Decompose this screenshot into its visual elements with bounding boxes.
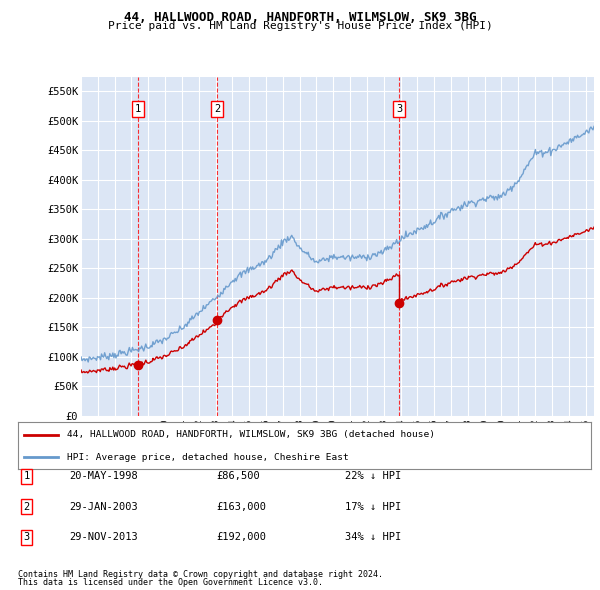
Text: This data is licensed under the Open Government Licence v3.0.: This data is licensed under the Open Gov… [18,578,323,587]
Text: 20-MAY-1998: 20-MAY-1998 [69,471,138,481]
Text: 22% ↓ HPI: 22% ↓ HPI [345,471,401,481]
Text: 2: 2 [214,104,220,114]
Text: £192,000: £192,000 [216,533,266,542]
Text: 17% ↓ HPI: 17% ↓ HPI [345,502,401,512]
Text: 2: 2 [23,502,29,512]
Text: 1: 1 [135,104,141,114]
Text: 29-JAN-2003: 29-JAN-2003 [69,502,138,512]
Text: 44, HALLWOOD ROAD, HANDFORTH, WILMSLOW, SK9 3BG: 44, HALLWOOD ROAD, HANDFORTH, WILMSLOW, … [124,11,476,24]
Text: HPI: Average price, detached house, Cheshire East: HPI: Average price, detached house, Ches… [67,453,349,462]
Text: 3: 3 [23,533,29,542]
Text: 34% ↓ HPI: 34% ↓ HPI [345,533,401,542]
Text: 44, HALLWOOD ROAD, HANDFORTH, WILMSLOW, SK9 3BG (detached house): 44, HALLWOOD ROAD, HANDFORTH, WILMSLOW, … [67,430,435,439]
Text: £86,500: £86,500 [216,471,260,481]
Text: Contains HM Land Registry data © Crown copyright and database right 2024.: Contains HM Land Registry data © Crown c… [18,570,383,579]
Text: 1: 1 [23,471,29,481]
Text: 3: 3 [396,104,402,114]
Text: £163,000: £163,000 [216,502,266,512]
Text: 29-NOV-2013: 29-NOV-2013 [69,533,138,542]
Text: Price paid vs. HM Land Registry's House Price Index (HPI): Price paid vs. HM Land Registry's House … [107,21,493,31]
